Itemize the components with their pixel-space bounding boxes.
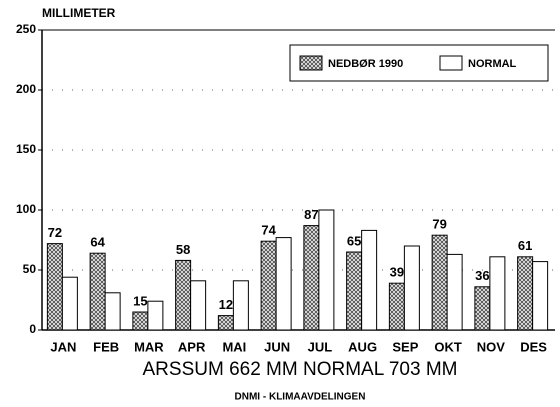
- x-tick-label: MAI: [222, 339, 246, 354]
- value-label: 72: [48, 225, 62, 240]
- x-tick-label: MAR: [134, 339, 164, 354]
- bar: [431, 234, 448, 331]
- bar: [346, 251, 363, 331]
- bar: [260, 240, 277, 331]
- bar: [489, 256, 506, 331]
- x-tick-label: SEP: [392, 339, 418, 354]
- bar: [318, 209, 335, 331]
- y-axis-label: MILLIMETER: [42, 6, 116, 20]
- x-tick-label: DES: [520, 339, 547, 354]
- bar: [232, 280, 249, 331]
- legend-label: NEDBØR 1990: [328, 58, 403, 70]
- bar: [388, 282, 405, 331]
- bar: [104, 292, 121, 331]
- bar: [303, 225, 320, 331]
- bar: [217, 315, 234, 331]
- y-tick-label: 100: [16, 202, 36, 216]
- y-tick-label: 250: [16, 22, 36, 36]
- bar: [46, 243, 63, 331]
- bar: [532, 261, 549, 331]
- value-label: 65: [347, 233, 361, 248]
- legend-label: NORMAL: [468, 58, 517, 70]
- y-tick-label: 0: [29, 322, 36, 336]
- bar: [517, 256, 534, 331]
- legend-swatch: [439, 55, 463, 71]
- bar: [361, 229, 378, 331]
- x-tick-label: JUN: [264, 339, 290, 354]
- bar: [474, 286, 491, 331]
- bar: [147, 300, 164, 331]
- x-tick-label: JAN: [50, 339, 76, 354]
- value-label: 64: [90, 235, 105, 250]
- bar: [190, 280, 207, 331]
- bar: [175, 259, 192, 331]
- value-label: 36: [475, 268, 489, 283]
- x-tick-label: NOV: [477, 339, 506, 354]
- x-tick-label: JUL: [308, 339, 333, 354]
- y-tick-label: 200: [16, 82, 36, 96]
- summary: ARSSUM 662 MM NORMAL 703 MM: [143, 359, 458, 380]
- bar: [89, 252, 106, 331]
- legend-swatch: [299, 55, 323, 71]
- bar: [275, 237, 292, 331]
- bar: [403, 245, 420, 331]
- bar: [61, 276, 78, 331]
- bar: [132, 311, 149, 331]
- x-tick-label: AUG: [348, 339, 377, 354]
- value-label: 87: [304, 207, 318, 222]
- legend-box: [289, 44, 549, 82]
- value-label: 79: [432, 217, 446, 232]
- bar: [446, 253, 463, 331]
- x-tick-label: OKT: [434, 339, 462, 354]
- value-label: 61: [518, 238, 532, 253]
- value-label: 58: [176, 242, 190, 257]
- credit: DNMI - KLIMAAVDELINGEN: [235, 392, 366, 403]
- y-tick-label: 50: [23, 262, 37, 276]
- x-tick-label: APR: [178, 339, 206, 354]
- x-tick-label: FEB: [93, 339, 119, 354]
- value-label: 39: [390, 265, 404, 280]
- y-tick-label: 150: [16, 142, 36, 156]
- value-label: 15: [133, 293, 147, 308]
- value-label: 12: [219, 297, 233, 312]
- value-label: 74: [261, 223, 276, 238]
